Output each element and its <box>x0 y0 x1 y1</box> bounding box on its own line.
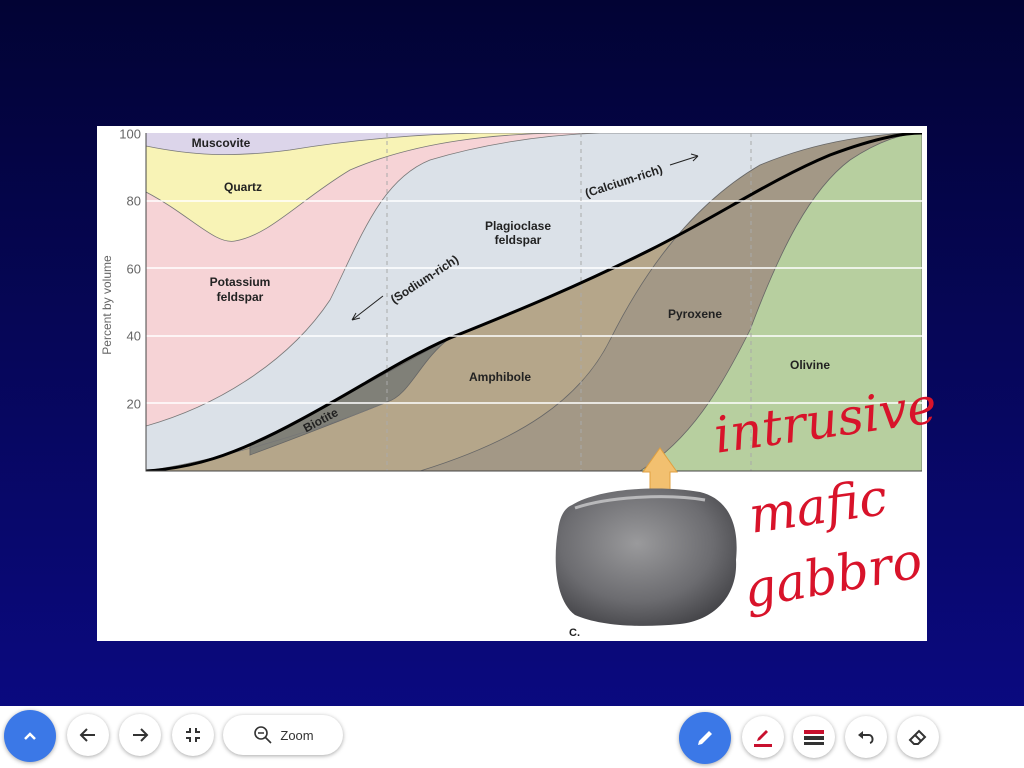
back-button[interactable] <box>67 714 109 756</box>
mineral-label: feldspar <box>495 233 542 247</box>
fit-button[interactable] <box>172 714 214 756</box>
y-axis-label: Percent by volume <box>100 255 114 355</box>
pen-button[interactable] <box>679 712 731 764</box>
arrow <box>669 153 699 166</box>
mineral-label: Quartz <box>224 180 262 194</box>
dividers <box>386 133 752 471</box>
undo-button[interactable] <box>845 716 887 758</box>
icon <box>698 731 712 745</box>
icon <box>754 730 772 747</box>
rock-highlight <box>574 495 706 510</box>
stroke-button[interactable] <box>793 716 835 758</box>
icon <box>186 728 200 742</box>
icon <box>24 732 36 740</box>
forward-button[interactable] <box>119 714 161 756</box>
arrow <box>351 295 384 321</box>
rock-photo <box>555 488 737 626</box>
color-button[interactable] <box>742 716 784 758</box>
mineral-label: Potassium <box>210 275 271 289</box>
icon <box>254 726 272 744</box>
boundary-line <box>146 133 922 471</box>
mineral-label: feldspar <box>217 290 264 304</box>
zoom-button[interactable]: Zoom <box>223 715 343 755</box>
mineral-label: Muscovite <box>192 136 251 150</box>
y-tick-label: 20 <box>127 396 141 411</box>
y-tick-label: 60 <box>127 261 141 276</box>
zoom-label: Zoom <box>280 727 314 743</box>
slide-canvas: 100 80 60 40 20 Percent by volume Muscov… <box>100 126 941 639</box>
y-tick-label: 40 <box>127 328 141 343</box>
icon <box>858 731 874 744</box>
mineral-label: Pyroxene <box>668 307 722 321</box>
y-tick-label: 80 <box>127 193 141 208</box>
olivine-area <box>639 133 922 471</box>
mineral-label: Olivine <box>790 358 830 372</box>
icon <box>133 728 149 742</box>
icon <box>804 730 824 745</box>
eraser-button[interactable] <box>897 716 939 758</box>
y-tick-label: 100 <box>119 126 141 141</box>
icon <box>908 729 927 745</box>
expand-button[interactable] <box>4 710 56 762</box>
mineral-label: Amphibole <box>469 370 531 384</box>
photo-label: C. <box>569 627 580 639</box>
grid <box>146 200 922 404</box>
icon <box>79 728 95 742</box>
amphibole-boundary <box>146 401 388 471</box>
diagram-areas <box>146 133 922 471</box>
mineral-label: Plagioclase <box>485 219 551 233</box>
